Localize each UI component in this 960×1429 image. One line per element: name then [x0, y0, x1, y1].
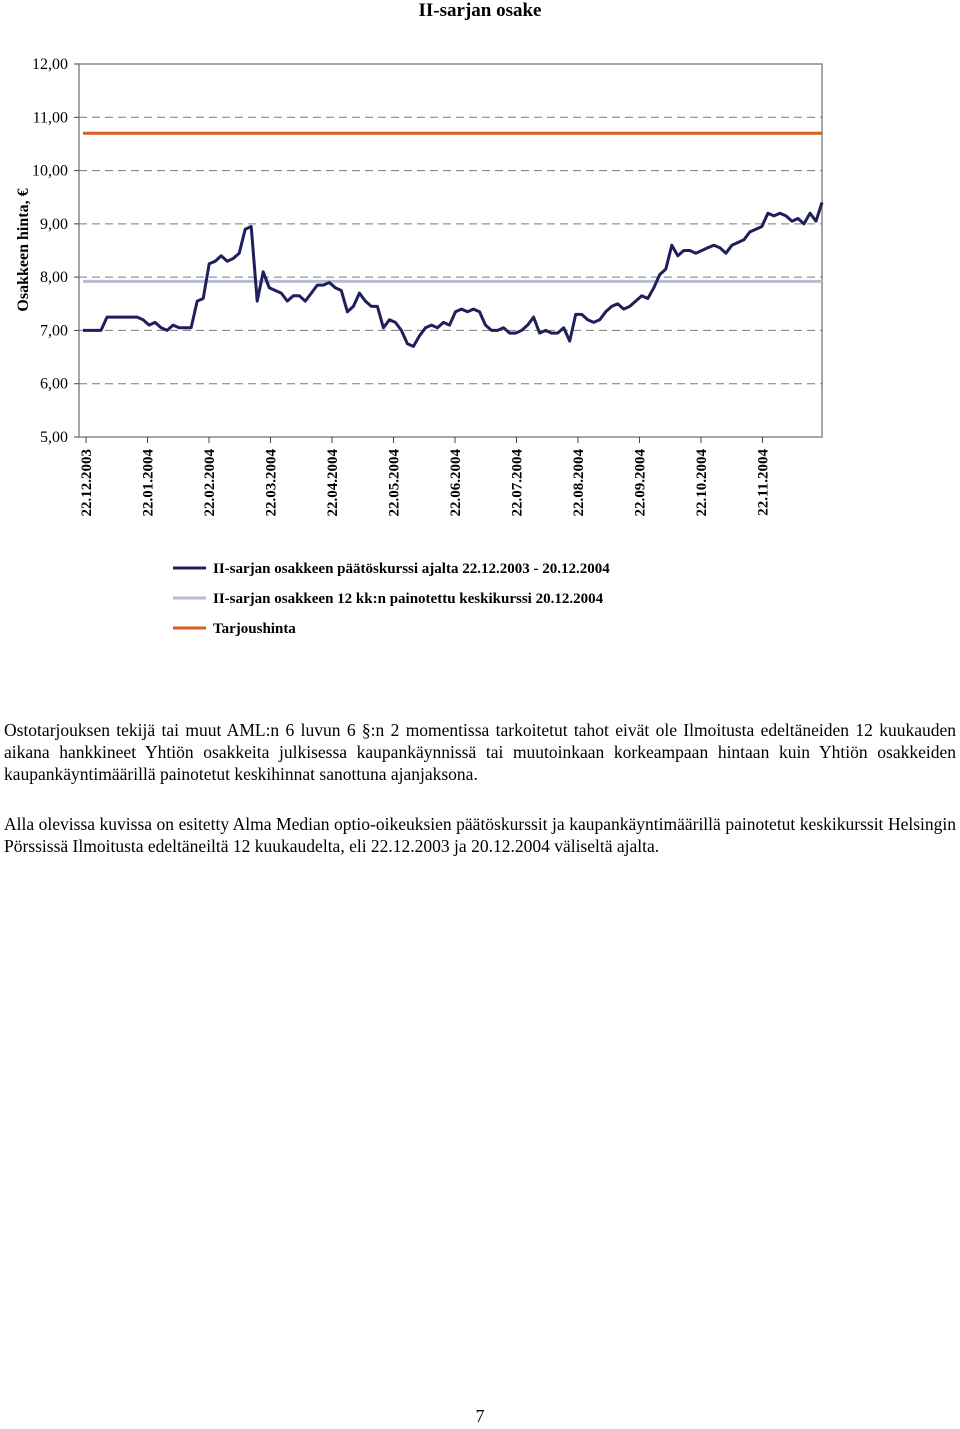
- plot-area: [78, 63, 823, 438]
- y-tick-label: 7,00: [40, 322, 68, 339]
- paragraph-chart-description: Alla olevissa kuvissa on esitetty Alma M…: [4, 814, 956, 856]
- y-tick-label: 8,00: [40, 269, 68, 286]
- y-axis-ticks: 5,00 6,00 7,00 8,00 9,00 10,00 11,00 12,00: [32, 56, 79, 446]
- x-tick-label: 22.12.2003: [79, 449, 95, 517]
- x-tick-label: 22.01.2004: [141, 449, 157, 517]
- x-tick-label: 22.09.2004: [633, 449, 649, 517]
- paragraph-offer-statement: Ostotarjouksen tekijä tai muut AML:n 6 l…: [4, 720, 956, 784]
- y-tick-label: 10,00: [32, 163, 68, 180]
- series-closing-price-line: [83, 202, 824, 348]
- y-tick-label: 9,00: [40, 216, 68, 233]
- legend-label: II-sarjan osakkeen päätöskurssi ajalta 2…: [213, 561, 610, 577]
- legend-label: II-sarjan osakkeen 12 kk:n painotettu ke…: [213, 591, 604, 607]
- y-tick-label: 5,00: [40, 429, 68, 446]
- x-tick-label: 22.11.2004: [756, 449, 772, 516]
- page-number: 7: [475, 1406, 485, 1426]
- price-chart: II-sarjan osake Osakkeen hinta, € 5,00 6,…: [15, 0, 824, 637]
- series-lines: [83, 131, 824, 348]
- y-tick-label: 12,00: [32, 56, 68, 73]
- x-tick-label: 22.05.2004: [387, 449, 403, 517]
- x-tick-label: 22.08.2004: [571, 449, 587, 517]
- y-axis-label: Osakkeen hinta, €: [15, 188, 32, 311]
- y-tick-label: 11,00: [33, 109, 68, 126]
- chart-title: II-sarjan osake: [419, 0, 542, 21]
- y-tick-label: 6,00: [40, 376, 68, 393]
- x-tick-label: 22.02.2004: [202, 449, 218, 517]
- legend-label: Tarjoushinta: [213, 621, 296, 637]
- x-tick-label: 22.06.2004: [448, 449, 464, 517]
- x-tick-label: 22.10.2004: [694, 449, 710, 517]
- legend: II-sarjan osakkeen päätöskurssi ajalta 2…: [173, 561, 610, 637]
- x-axis-ticks: 22.12.2003 22.01.2004 22.02.2004 22.03.2004…: [79, 437, 772, 517]
- x-tick-label: 22.04.2004: [325, 449, 341, 517]
- gridlines: [79, 116, 822, 385]
- x-tick-label: 22.03.2004: [264, 449, 280, 517]
- x-tick-label: 22.07.2004: [510, 449, 526, 517]
